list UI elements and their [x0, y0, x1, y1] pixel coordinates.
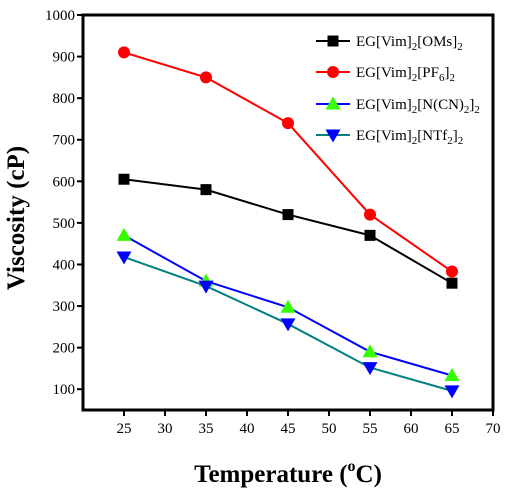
- legend-label-subscript: 2: [412, 72, 418, 84]
- x-tick-label: 45: [281, 421, 296, 437]
- data-point: [446, 265, 458, 278]
- data-point: [280, 318, 296, 332]
- data-point: [116, 227, 132, 241]
- x-tick-label: 25: [117, 421, 132, 437]
- y-tick-label: 900: [53, 50, 76, 66]
- y-tick-label: 300: [53, 299, 76, 315]
- legend-item: EG[Vim]2[OMs]2: [316, 34, 463, 53]
- legend-label-part: [OMs]: [417, 34, 457, 50]
- series-3: [116, 227, 460, 381]
- x-tick-label: 50: [322, 421, 337, 437]
- y-tick-label: 700: [53, 133, 76, 149]
- x-tick-label: 55: [363, 421, 378, 437]
- y-axis: 100 200 300 400 500 600 700 800 900 1000: [45, 8, 83, 398]
- data-point: [364, 208, 376, 221]
- legend-label-subscript: 2: [464, 104, 470, 116]
- y-tick-label: 400: [53, 257, 76, 273]
- legend-label-subscript: 2: [412, 135, 418, 147]
- legend-item: EG[Vim]2[PF6]2: [316, 65, 455, 84]
- data-point: [200, 184, 212, 196]
- series-2: [118, 46, 458, 278]
- legend-label-part: [N(CN): [417, 97, 464, 113]
- legend-label-part: EG[Vim]: [356, 34, 412, 50]
- legend-label-part: ]: [453, 128, 458, 144]
- legend-marker: [325, 129, 341, 143]
- x-axis: 25 30 35 40 45 50 55 60 65 70: [117, 410, 501, 437]
- legend-label-subscript: 2: [412, 41, 418, 53]
- x-tick-label: 40: [240, 421, 255, 437]
- data-point: [364, 229, 376, 241]
- x-axis-title-degree: o: [348, 458, 356, 475]
- legend-label-part: ]: [469, 97, 474, 113]
- y-axis-title: Viscosity (cP): [3, 146, 30, 290]
- y-tick-label: 1000: [45, 8, 75, 24]
- x-tick-label: 35: [199, 421, 214, 437]
- data-point: [282, 209, 294, 221]
- y-tick-label: 600: [53, 174, 76, 190]
- y-tick-label: 200: [53, 341, 76, 357]
- data-point: [200, 71, 212, 84]
- legend-label-subscript: 2: [449, 72, 455, 84]
- data-point: [282, 117, 294, 130]
- legend-label-subscript: 2: [474, 104, 480, 116]
- data-point: [280, 299, 296, 313]
- legend-marker: [327, 35, 339, 47]
- data-point: [198, 280, 214, 294]
- legend-label: EG[Vim]2[N(CN)2]2: [356, 97, 480, 116]
- y-tick-label: 800: [53, 91, 76, 107]
- legend-label: EG[Vim]2[PF6]2: [356, 65, 455, 84]
- x-tick-label: 60: [404, 421, 419, 437]
- series-line: [123, 51, 453, 273]
- data-point: [116, 251, 132, 265]
- x-axis-title-unit: C): [356, 461, 382, 488]
- series-1: [118, 173, 458, 289]
- legend-label-subscript: 2: [457, 41, 463, 53]
- x-axis-title: Temperature (oC): [194, 458, 382, 488]
- data-point: [444, 385, 460, 399]
- data-point: [362, 362, 378, 376]
- legend-label-subscript: 2: [412, 104, 418, 116]
- legend-item: EG[Vim]2[N(CN)2]2: [316, 96, 480, 116]
- legend-label-subscript: 6: [439, 72, 445, 84]
- legend-label-part: EG[Vim]: [356, 65, 412, 81]
- legend-label-part: [PF: [417, 65, 439, 81]
- data-point: [118, 46, 130, 59]
- x-axis-title-main: Temperature (: [194, 461, 347, 488]
- legend-label-subscript: 2: [447, 135, 453, 147]
- y-tick-label: 500: [53, 216, 76, 232]
- x-tick-label: 65: [445, 421, 460, 437]
- y-tick-label: 100: [53, 382, 76, 398]
- data-point: [444, 367, 460, 381]
- data-point: [118, 173, 130, 185]
- x-tick-label: 30: [158, 421, 173, 437]
- series-4: [116, 251, 460, 399]
- legend-label-part: EG[Vim]: [356, 128, 412, 144]
- legend-label: EG[Vim]2[NTf2]2: [356, 128, 463, 147]
- legend-label-subscript: 2: [458, 135, 464, 147]
- legend-item: EG[Vim]2[NTf2]2: [316, 128, 463, 147]
- data-point: [362, 344, 378, 358]
- legend: EG[Vim]2[OMs]2EG[Vim]2[PF6]2EG[Vim]2[N(C…: [316, 34, 480, 147]
- series-layer: [116, 46, 460, 399]
- x-tick-label: 70: [486, 421, 501, 437]
- legend-marker: [325, 96, 341, 110]
- legend-label-part: [NTf: [417, 128, 447, 144]
- series-line: [123, 178, 453, 285]
- legend-marker: [327, 66, 339, 78]
- legend-label-part: ]: [444, 65, 449, 81]
- legend-label: EG[Vim]2[OMs]2: [356, 34, 463, 53]
- legend-label-part: EG[Vim]: [356, 97, 412, 113]
- data-point: [446, 277, 458, 289]
